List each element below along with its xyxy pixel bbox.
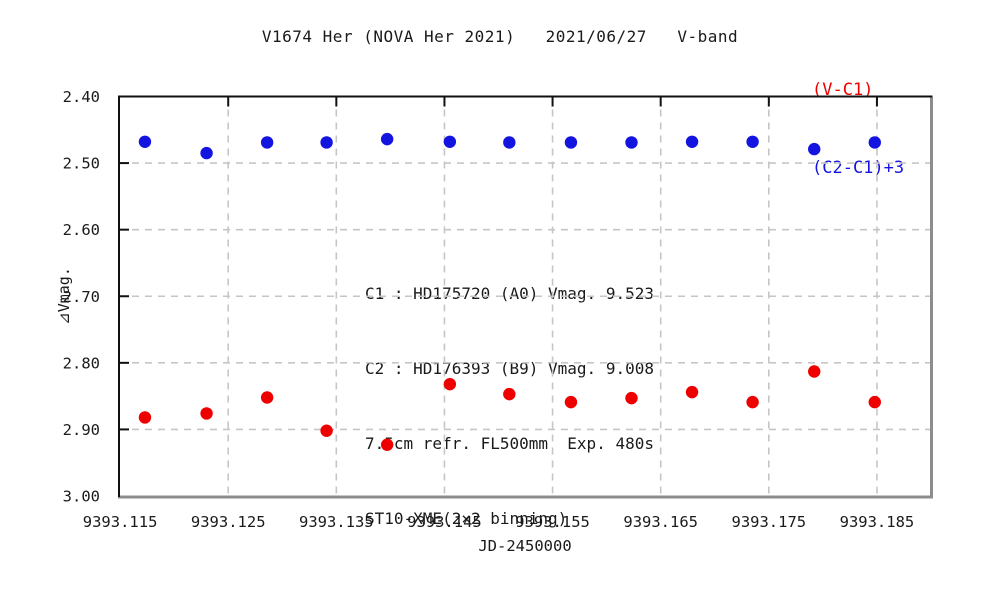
y-tick-label: 3.00 (63, 488, 100, 506)
y-tick-label: 2.50 (63, 155, 100, 173)
annotation-block: C1 : HD175720 (A0) Vmag. 9.523 C2 : HD17… (365, 231, 654, 581)
data-point-v-c1 (808, 365, 821, 378)
data-point-v-c1 (260, 391, 274, 404)
data-point-v-c1 (380, 438, 394, 451)
annotation-line-c2: C2 : HD176393 (B9) Vmag. 9.008 (365, 359, 654, 378)
data-point-v-c1 (443, 377, 457, 391)
data-point-c2-c1 (260, 136, 274, 149)
x-tick-label: 9393.155 (515, 513, 590, 531)
chart-title: V1674 Her (NOVA Her 2021) 2021/06/27 V-b… (261, 27, 739, 46)
data-point-v-c1 (320, 424, 333, 437)
data-point-c2-c1 (503, 136, 516, 149)
legend-item-v-c1: (V-C1) (812, 80, 874, 100)
data-point-v-c1 (868, 395, 881, 409)
data-point-c2-c1 (685, 135, 699, 148)
data-point-c2-c1 (320, 136, 333, 149)
annotation-line-c1: C1 : HD175720 (A0) Vmag. 9.523 (365, 284, 654, 303)
data-point-c2-c1 (625, 136, 638, 149)
data-point-v-c1 (625, 391, 638, 405)
y-tick-label: 2.90 (63, 421, 100, 439)
x-axis-title: JD-2450000 (478, 537, 572, 555)
y-tick-label: 2.60 (63, 221, 100, 239)
data-point-v-c1 (685, 385, 699, 399)
x-tick-label: 9393.135 (299, 513, 374, 531)
data-point-v-c1 (503, 387, 516, 401)
data-point-c2-c1 (808, 142, 821, 156)
x-tick-label: 9393.145 (407, 513, 482, 531)
data-point-c2-c1 (138, 135, 152, 148)
x-tick-label: 9393.125 (191, 513, 266, 531)
y-tick-label: 2.70 (63, 288, 100, 306)
x-tick-label: 9393.165 (623, 513, 698, 531)
y-tick-label: 2.40 (63, 88, 100, 106)
x-tick-label: 9393.175 (731, 513, 806, 531)
data-point-c2-c1 (443, 135, 457, 148)
data-point-v-c1 (138, 411, 152, 424)
x-tick-label: 9393.185 (840, 513, 915, 531)
data-point-c2-c1 (746, 135, 759, 148)
x-tick-label: 9393.115 (83, 513, 158, 531)
data-point-v-c1 (746, 395, 759, 409)
data-point-c2-c1 (380, 132, 394, 146)
annotation-line-camera: ST10-XME(2×2 binning) (365, 509, 568, 528)
annotation-line-telescope: 7.5cm refr. FL500mm Exp. 480s (365, 434, 654, 453)
data-point-v-c1 (200, 407, 213, 420)
data-point-v-c1 (564, 395, 578, 409)
data-point-c2-c1 (200, 146, 213, 160)
y-tick-label: 2.80 (63, 354, 100, 372)
data-point-c2-c1 (868, 136, 881, 149)
data-point-c2-c1 (564, 136, 578, 149)
